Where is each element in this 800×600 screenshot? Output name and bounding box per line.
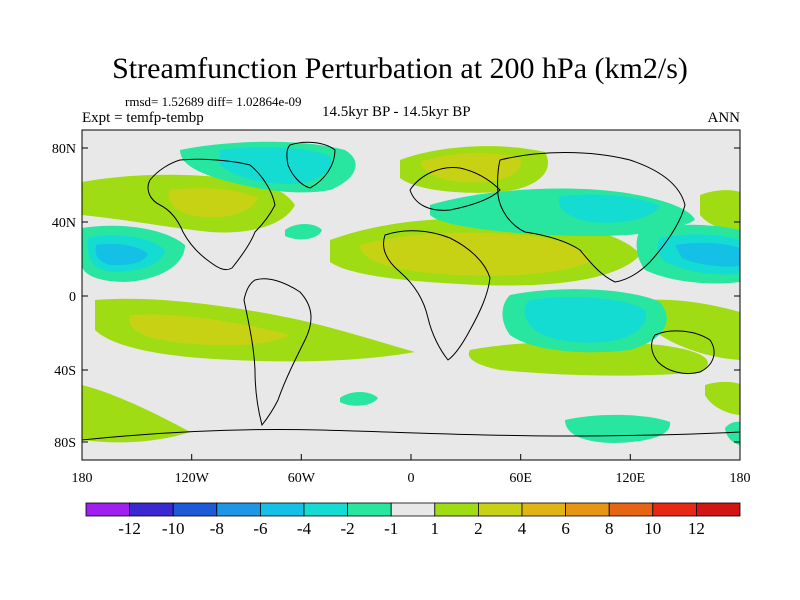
colorbar-swatch xyxy=(434,502,479,517)
colorbar-swatch xyxy=(696,502,741,517)
coastlines xyxy=(82,141,740,441)
lat-tick-label: 80N xyxy=(52,142,76,157)
contour-se-pacific-positive xyxy=(705,381,740,415)
lat-tick-label: 40S xyxy=(54,364,76,379)
colorbar-label: -8 xyxy=(210,519,224,538)
colorbar-swatch xyxy=(347,502,392,517)
colorbar-label: 4 xyxy=(518,519,527,538)
colorbar-swatch xyxy=(608,502,654,517)
colorbar-swatch xyxy=(652,502,697,517)
stats-label: rmsd= 1.52689 diff= 1.02864e-09 xyxy=(125,94,302,109)
lon-tick-label: 120E xyxy=(616,471,646,486)
contour-sh-west-positive xyxy=(82,385,190,443)
contour-s-atlantic-negative xyxy=(340,392,378,406)
contour-w-pacific-negative-core xyxy=(675,242,740,267)
colorbar-label: -2 xyxy=(341,519,355,538)
lon-tick-label: 60E xyxy=(509,471,532,486)
contour-ne-pacific-positive xyxy=(700,190,740,231)
colorbar-label: 6 xyxy=(561,519,570,538)
colorbar: -12 -10 -8 -6 -4 -2 -1 1 2 4 6 8 10 12 xyxy=(85,502,741,538)
contour-fills xyxy=(82,141,740,445)
lat-tick-label: 80S xyxy=(54,436,76,451)
colorbar-swatch xyxy=(129,502,174,517)
contour-far-east-negative xyxy=(725,421,740,445)
coast-south-america xyxy=(243,278,312,427)
contour-pacific-east-positive xyxy=(644,299,740,360)
chart-title: Streamfunction Perturbation at 200 hPa (… xyxy=(112,52,688,85)
coast-greenland xyxy=(286,141,336,189)
colorbar-label: -10 xyxy=(162,519,185,538)
coast-europe xyxy=(409,166,501,211)
colorbar-label: -6 xyxy=(253,519,267,538)
colorbar-label: 2 xyxy=(474,519,483,538)
coast-north-america xyxy=(147,158,276,271)
colorbar-swatch xyxy=(477,502,523,517)
colorbar-label: 12 xyxy=(688,519,705,538)
contour-eurasia-negative-inner xyxy=(558,194,660,223)
lat-tick-label: 0 xyxy=(69,290,76,305)
lon-tick-label: 0 xyxy=(408,471,415,486)
colorbar-swatch xyxy=(303,502,348,517)
colorbar-swatch xyxy=(565,502,610,517)
colorbar-swatch xyxy=(521,502,566,517)
colorbar-swatch xyxy=(85,502,130,517)
lon-tick-label: 60W xyxy=(288,471,316,486)
contour-atlantic-small-negative xyxy=(285,224,322,240)
contour-indian-negative-inner xyxy=(524,297,646,343)
coast-antarctica xyxy=(82,428,740,441)
colorbar-label: 10 xyxy=(644,519,661,538)
contour-indian-positive xyxy=(468,341,708,376)
lon-tick-label: 180 xyxy=(72,471,93,486)
colorbar-label: 1 xyxy=(431,519,440,538)
colorbar-swatch xyxy=(172,502,218,517)
colorbar-swatch xyxy=(216,502,261,517)
contour-n-pacific-negative-core xyxy=(95,243,148,266)
colorbar-swatch xyxy=(390,502,436,517)
coast-asia xyxy=(497,152,686,283)
longitude-axis: 180 120W 60W 0 60E 120E 180 xyxy=(72,454,751,486)
lon-tick-label: 120W xyxy=(175,471,210,486)
coast-australia xyxy=(651,330,715,375)
experiment-label: Expt = temfp-tembp xyxy=(82,110,204,126)
coast-africa xyxy=(383,230,491,361)
latitude-axis: 80N 40N 0 40S 80S xyxy=(52,142,740,451)
colorbar-label: 8 xyxy=(605,519,614,538)
lon-tick-label: 180 xyxy=(730,471,751,486)
colorbar-label: -12 xyxy=(118,519,141,538)
lat-tick-label: 40N xyxy=(52,216,76,231)
colorbar-swatch xyxy=(259,502,305,517)
contour-europe-positive-inner xyxy=(420,153,521,183)
season-label: ANN xyxy=(707,110,741,126)
contour-arctic-negative-inner xyxy=(220,147,331,185)
colorbar-label: -1 xyxy=(384,519,398,538)
colorbar-label: -4 xyxy=(297,519,312,538)
period-label: 14.5kyr BP - 14.5kyr BP xyxy=(322,104,471,120)
contour-pacific-south-positive-inner xyxy=(129,314,290,346)
contour-na-positive-inner xyxy=(168,188,258,218)
